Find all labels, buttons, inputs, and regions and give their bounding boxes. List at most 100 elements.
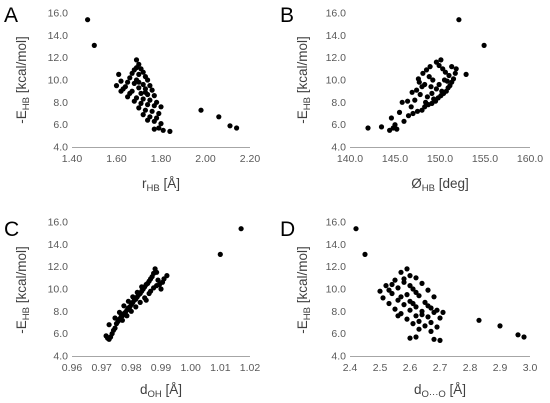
data-point xyxy=(438,57,444,63)
data-point xyxy=(377,288,383,294)
y-tick-label: 12.0 xyxy=(48,261,69,273)
data-point xyxy=(145,117,151,123)
data-point xyxy=(398,294,404,300)
panel-letter: C xyxy=(4,218,19,241)
data-point xyxy=(431,336,437,342)
data-point xyxy=(154,269,160,275)
data-point xyxy=(425,314,431,320)
x-tick-label: 0.99 xyxy=(151,362,172,374)
x-tick-label: 1.01 xyxy=(210,362,231,374)
data-point xyxy=(395,313,401,319)
data-point xyxy=(85,17,91,23)
data-point xyxy=(407,283,413,289)
data-point xyxy=(198,107,204,113)
y-tick-label: 4.0 xyxy=(331,351,346,363)
data-point xyxy=(398,269,404,275)
data-point xyxy=(112,315,118,321)
data-point xyxy=(147,83,153,89)
data-point xyxy=(133,57,140,63)
data-point xyxy=(156,110,162,117)
data-point xyxy=(116,309,123,315)
y-tick-label: 8.0 xyxy=(331,97,346,109)
data-point xyxy=(129,70,135,76)
data-point xyxy=(410,286,416,292)
panel-b: B 140.0 145.0 150.0 155.0 160.0 4.0 6.0 8.0 10.0 1… xyxy=(280,4,543,194)
data-point xyxy=(155,277,161,283)
data-point xyxy=(428,84,434,90)
x-tick-label: 155.0 xyxy=(472,153,498,165)
data-point xyxy=(476,317,482,323)
data-point xyxy=(140,81,146,88)
y-tick-label: 8.0 xyxy=(53,97,68,109)
data-point xyxy=(414,108,421,114)
data-point xyxy=(431,96,437,102)
data-point xyxy=(407,273,413,279)
data-point xyxy=(394,126,400,132)
data-point xyxy=(481,42,487,49)
data-point xyxy=(392,122,398,128)
data-point xyxy=(395,285,401,291)
data-point xyxy=(422,323,428,329)
data-point xyxy=(138,90,144,96)
data-point xyxy=(148,288,154,294)
data-point xyxy=(515,332,521,338)
data-point xyxy=(404,266,410,272)
x-tick-label: 140.0 xyxy=(337,153,363,165)
data-point xyxy=(413,313,419,319)
y-tick-label: 4.0 xyxy=(53,351,68,363)
data-point xyxy=(167,128,173,134)
y-tick-label: 16.0 xyxy=(48,8,69,20)
x-tick-label: 150.0 xyxy=(427,153,453,165)
data-point xyxy=(136,105,142,111)
data-point xyxy=(142,107,148,113)
data-point xyxy=(380,295,386,301)
x-tick-label: 0.98 xyxy=(121,362,142,374)
x-axis-title: rHB [Å] xyxy=(142,176,180,194)
data-point xyxy=(444,78,450,84)
data-point xyxy=(217,251,223,257)
data-point xyxy=(147,97,153,103)
x-tick-label: 2.5 xyxy=(373,362,388,374)
data-point xyxy=(154,283,160,289)
data-point xyxy=(125,298,131,304)
data-point xyxy=(145,102,151,108)
data-point xyxy=(410,110,416,117)
y-tick-label: 10.0 xyxy=(326,284,347,296)
data-point xyxy=(127,90,133,96)
panel-letter: B xyxy=(280,4,294,27)
data-point xyxy=(434,307,440,313)
data-point xyxy=(160,127,166,133)
data-point xyxy=(404,292,410,298)
panel-letter: D xyxy=(280,218,295,241)
data-point xyxy=(427,64,433,70)
data-point xyxy=(149,87,155,93)
data-point xyxy=(137,299,143,305)
data-point xyxy=(409,89,415,95)
x-tick-label: 2.6 xyxy=(403,362,418,374)
data-point xyxy=(128,308,134,314)
x-tick-label: 1.02 xyxy=(240,362,261,374)
x-tick-label: 160.0 xyxy=(517,153,543,165)
data-point xyxy=(158,286,164,292)
data-point xyxy=(134,289,140,295)
data-point xyxy=(227,123,233,129)
data-point xyxy=(156,125,162,131)
data-point xyxy=(410,300,416,307)
data-point xyxy=(145,77,151,83)
y-tick-label: 12.0 xyxy=(326,261,347,273)
x-tick-label: 1.00 xyxy=(180,362,201,374)
data-point xyxy=(430,77,436,83)
data-point xyxy=(151,118,157,124)
data-point xyxy=(396,109,403,115)
data-point xyxy=(106,322,112,328)
data-point xyxy=(437,315,443,321)
data-point xyxy=(120,86,126,92)
x-axis-title: dOH [Å] xyxy=(140,382,182,400)
data-point xyxy=(521,334,527,340)
data-point xyxy=(158,104,164,110)
data-point xyxy=(440,309,446,315)
data-point xyxy=(151,103,157,109)
data-point xyxy=(140,69,146,75)
y-tick-label: 8.0 xyxy=(331,306,346,318)
